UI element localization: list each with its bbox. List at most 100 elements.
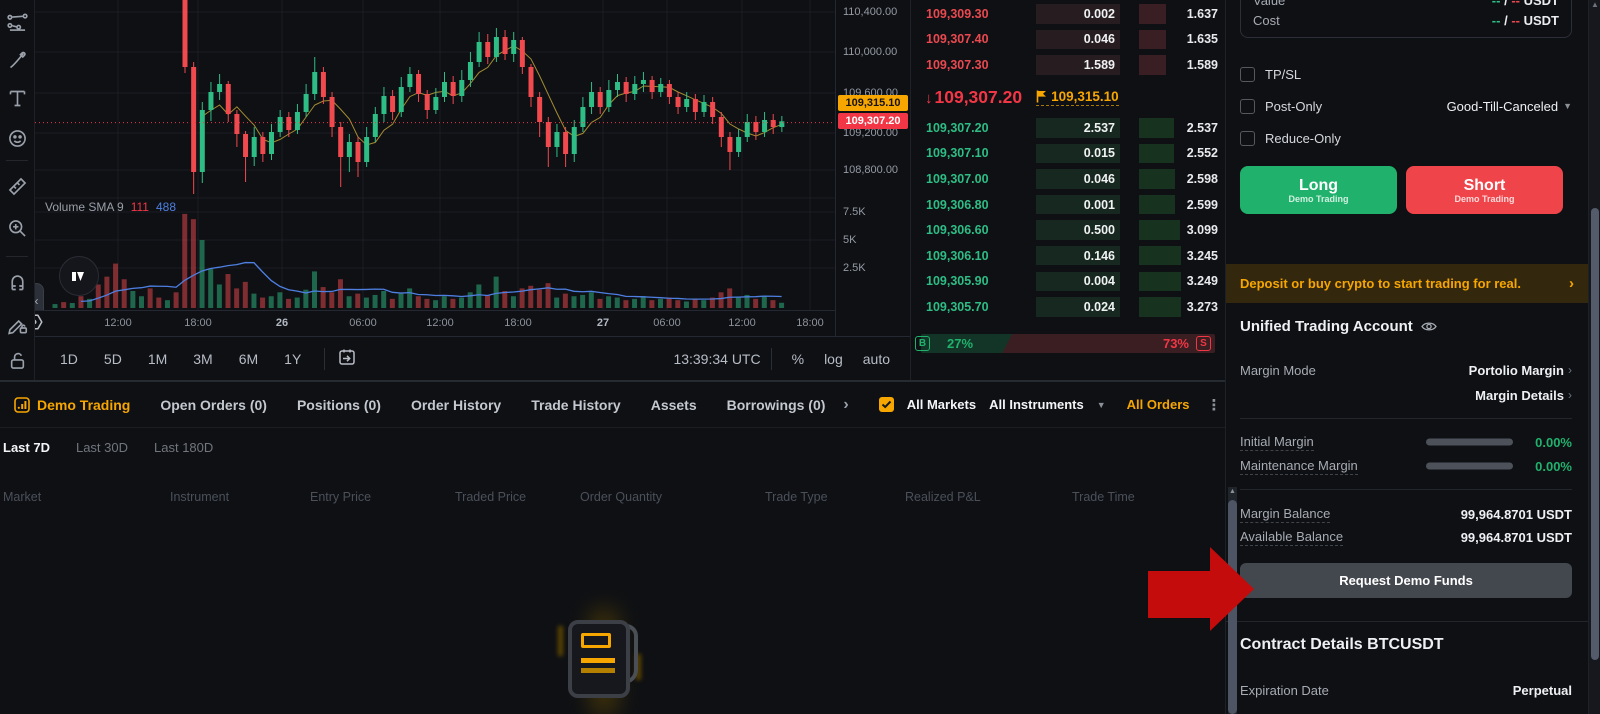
magnet-tool-icon[interactable] [7,272,28,293]
orderbook: 109,309.30 0.002 1.637 109,307.40 0.046 1.635… [910,0,1225,380]
toolbar-divider [6,160,28,161]
tab-borrowings-0[interactable]: Borrowings (0) [726,396,826,413]
orderbook-bid-row[interactable]: 109,306.10 0.146 3.245 [911,243,1225,269]
volume-sma-value: 488 [155,200,176,214]
period-last-7d[interactable]: Last 7D [3,440,50,455]
time-in-force-dropdown[interactable]: Good-Till-Canceled ▼ [1446,98,1572,114]
eye-icon[interactable] [1420,320,1437,333]
reduce-only-row: Reduce-Only [1240,129,1572,147]
request-demo-funds-button[interactable]: Request Demo Funds [1240,563,1572,598]
reduce-only-checkbox[interactable] [1240,130,1255,146]
initial-margin-bar [1426,438,1513,446]
ruler-tool-icon[interactable] [7,176,28,197]
orderbook-ask-row[interactable]: 109,307.30 1.589 1.589 [911,52,1225,78]
lock-tool-icon[interactable] [7,350,28,371]
tab-assets[interactable]: Assets [650,396,697,413]
tab-trade-history[interactable]: Trade History [531,396,621,413]
scrollbar-thumb[interactable] [1591,208,1599,660]
chevron-right-icon: › [1568,388,1572,402]
timeframe-1d[interactable]: 1D [60,350,78,367]
price-axis[interactable]: 110,400.00 110,000.00 109,600.00 109,200.00… [835,0,910,336]
scroll-up-icon[interactable]: ▲ [1229,488,1236,495]
margin-details-link[interactable]: Margin Details › [1475,387,1572,403]
chevron-right-icon: › [1568,363,1572,377]
all-markets-label[interactable]: All Markets [906,397,977,412]
timeframe-3m[interactable]: 3M [193,350,213,367]
orderbook-ask-row[interactable]: 109,307.40 0.046 1.635 [911,27,1225,53]
orderbook-bid-row[interactable]: 109,305.70 0.024 3.273 [911,294,1225,320]
brush-tool-icon[interactable] [7,50,28,71]
post-only-checkbox[interactable] [1240,98,1255,114]
tabs-overflow-chevron[interactable]: › [843,395,849,413]
emoji-tool-icon[interactable] [7,128,28,149]
long-button[interactable]: Long Demo Trading [1240,166,1397,214]
chart-canvas [35,0,835,310]
mark-price-chip: 109,315.10 [838,95,908,111]
account-title: Unified Trading Account [1240,318,1437,335]
volume-legend-label: Volume SMA 9 [45,200,124,214]
all-orders-link[interactable]: All Orders [1126,397,1190,412]
maintenance-margin-value: 0.00% [1535,458,1572,474]
margin-details-row: Margin Details › [1240,386,1572,404]
all-instruments-dropdown[interactable]: All Instruments [989,397,1084,412]
timeframe-5d[interactable]: 5D [103,350,122,367]
candlestick-chart[interactable]: Volume SMA 9 111 488 ‹ [35,0,835,310]
chart-collapse-handle[interactable]: ‹ [35,283,44,310]
time-axis[interactable]: 12:00 18:00 26 06:00 12:00 18:00 27 06:00 12:00 1… [35,310,835,336]
period-last-180d[interactable]: Last 180D [154,440,214,455]
draw-lock-tool-icon[interactable] [7,314,28,335]
post-only-label: Post-Only [1265,98,1323,114]
orderbook-bid-row[interactable]: 109,306.80 0.001 2.599 [911,192,1225,218]
toolbar-separator [324,347,326,370]
tpsl-checkbox[interactable] [1240,66,1255,82]
all-markets-checkbox[interactable] [878,397,894,412]
timeframe-6m[interactable]: 6M [238,350,259,367]
forecast-tool-icon[interactable] [7,12,28,33]
mark-price-link[interactable]: 109,315.10 [1036,89,1119,106]
orderbook-ask-row[interactable]: 109,309.30 0.002 1.637 [911,1,1225,27]
tab-demo-trading[interactable]: Demo Trading [14,397,130,413]
sell-percentage: 73% [1162,336,1189,351]
demo-trading-icon [14,396,30,413]
tab-order-history[interactable]: Order History [410,396,502,413]
period-last-30d[interactable]: Last 30D [75,440,129,455]
initial-margin-label: Initial Margin [1240,433,1314,451]
short-button[interactable]: Short Demo Trading [1406,166,1563,214]
tab-open-orders-0[interactable]: Open Orders (0) [160,396,267,413]
text-tool-icon[interactable] [7,88,28,109]
post-only-row: Post-Only Good-Till-Canceled ▼ [1240,97,1572,115]
expiration-row: Expiration Date Perpetual [1240,681,1572,699]
scale-auto[interactable]: auto [862,350,890,367]
tradingview-logo[interactable] [59,256,99,296]
page-scrollbar[interactable]: ▲ [1588,0,1600,714]
deposit-banner[interactable]: Deposit or buy crypto to start trading f… [1226,264,1588,303]
available-balance-row: Available Balance 99,964.8701 USDT [1240,528,1572,546]
orderbook-last-price-row: ↓ 109,307.20 109,315.10 [911,78,1225,116]
orderbook-bid-row[interactable]: 109,307.20 2.537 2.537 [911,115,1225,141]
expiration-label: Expiration Date [1240,682,1329,698]
orderbook-bid-row[interactable]: 109,307.00 0.046 2.598 [911,166,1225,192]
orderbook-bid-row[interactable]: 109,305.90 0.004 3.249 [911,269,1225,295]
tab-positions-0[interactable]: Positions (0) [296,396,381,413]
margin-mode-value[interactable]: Portolio Margin › [1468,362,1572,378]
scroll-up-icon[interactable]: ▲ [1591,0,1599,9]
scale-[interactable]: % [791,350,805,367]
timeframe-1y[interactable]: 1Y [284,350,302,367]
tpsl-row: TP/SL [1240,65,1572,83]
scale-log[interactable]: log [824,350,843,367]
margin-balance-value: 99,964.8701 USDT [1460,506,1572,522]
maintenance-margin-row: Maintenance Margin 0.00% [1240,457,1572,475]
go-to-date-icon[interactable] [337,347,357,370]
orderbook-bid-row[interactable]: 109,307.10 0.015 2.552 [911,141,1225,167]
chevron-down-icon: ▼ [1563,101,1572,111]
kebab-menu-icon[interactable]: ⋮ [1206,396,1222,414]
zoom-in-tool-icon[interactable] [7,218,28,239]
time-tick-label: 27 [596,317,610,329]
orderbook-asks: 109,309.30 0.002 1.637 109,307.40 0.046 1.635… [911,1,1225,78]
orderbook-bid-row[interactable]: 109,306.60 0.500 3.099 [911,217,1225,243]
axis-tick-label: 108,800.00 [843,164,899,176]
chart-clock: 13:39:34 UTC [673,350,761,367]
timeframe-1m[interactable]: 1M [147,350,168,367]
tpsl-label: TP/SL [1265,66,1302,82]
